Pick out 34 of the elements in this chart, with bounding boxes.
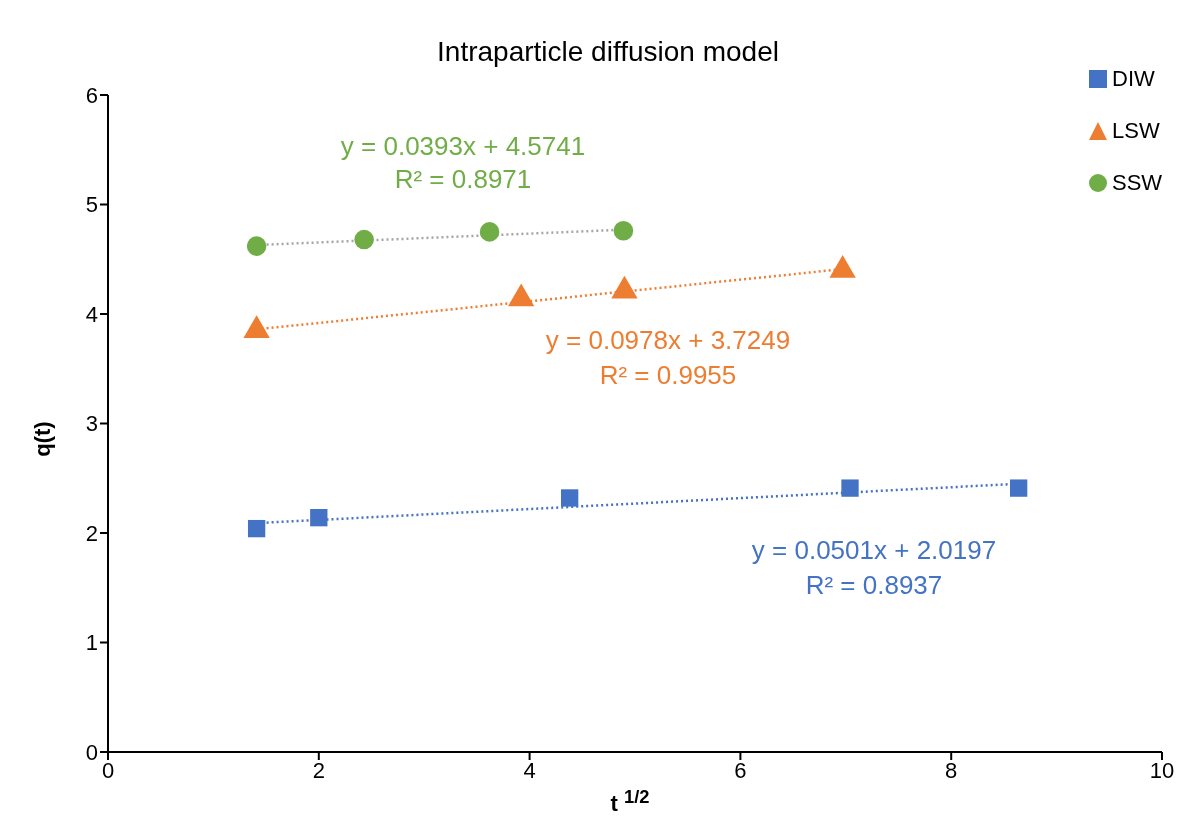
y-tick-label: 3 (85, 411, 98, 437)
point (841, 479, 859, 497)
y-axis-title: q(t) (30, 420, 56, 459)
y-tick-label: 5 (85, 192, 98, 218)
x-axis-title: t $^{1/2}$ (609, 786, 651, 818)
y-tick-label: 6 (85, 82, 98, 108)
y-tick-label: 1 (85, 630, 98, 656)
annotation: y = 0.0501x + 2.0197 (750, 535, 998, 566)
x-tick-label: 0 (101, 757, 115, 783)
point (247, 519, 266, 538)
x-tick-label: 2 (312, 757, 325, 783)
point (354, 229, 374, 250)
point (613, 221, 634, 241)
annotation: R² = 0.9955 (598, 360, 738, 391)
y-tick-label: 2 (85, 520, 98, 546)
chart-title: Intraparticle diffusion model (436, 36, 780, 68)
annotation: y = 0.0393x + 4.5741 (339, 131, 587, 162)
point (560, 489, 579, 507)
annotation: y = 0.0978x + 3.7249 (544, 325, 792, 356)
y-tick-label: 0 (85, 739, 98, 765)
x-tick-label: 4 (523, 757, 536, 783)
point (310, 509, 328, 527)
x-tick-label: 8 (945, 757, 958, 783)
point (1010, 479, 1028, 497)
legend-label: SSW (1112, 170, 1163, 196)
legend-label: LSW (1112, 118, 1160, 144)
y-tick-label: 4 (85, 301, 98, 327)
x-tick-label: 10 (1149, 757, 1175, 783)
legend-label: DIW (1112, 66, 1155, 92)
annotation: R² = 0.8937 (804, 570, 944, 601)
point (246, 236, 267, 256)
annotation: R² = 0.8971 (393, 164, 533, 195)
x-tick-label: 6 (734, 757, 747, 783)
point (479, 222, 500, 242)
